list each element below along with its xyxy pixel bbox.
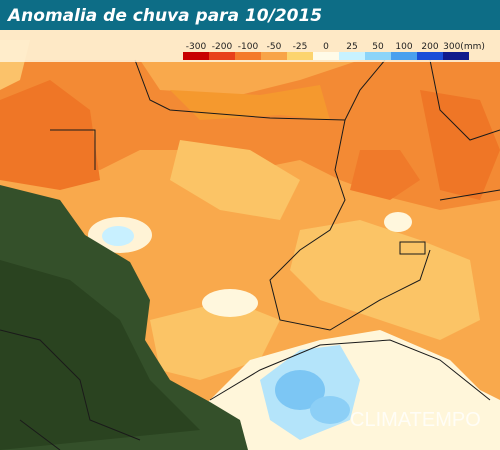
legend-label: 0	[323, 42, 329, 52]
legend-swatch	[417, 52, 443, 60]
legend: -300 -200 -100 -50 -25 0 25 50 100 200 300(mm)	[183, 42, 485, 60]
legend-swatch	[235, 52, 261, 60]
legend-label: 25	[346, 42, 357, 52]
legend-swatch	[365, 52, 391, 60]
state-border	[209, 339, 491, 401]
legend-label: 50	[372, 42, 384, 52]
anomaly-region	[102, 226, 134, 246]
legend-label: -100	[238, 42, 259, 52]
anomaly-region	[290, 220, 480, 340]
district-border	[399, 241, 426, 255]
legend-swatch	[183, 52, 209, 60]
legend-swatch	[443, 52, 469, 60]
legend-label: -50	[267, 42, 282, 52]
legend-swatch	[209, 52, 235, 60]
legend-swatch	[339, 52, 365, 60]
legend-label: -25	[293, 42, 308, 52]
legend-swatch	[261, 52, 287, 60]
anomaly-region	[170, 85, 330, 120]
legend-label: -200	[212, 42, 233, 52]
anomaly-region	[275, 370, 325, 410]
anomaly-region	[310, 396, 350, 424]
country-border	[0, 329, 141, 450]
legend-swatch	[313, 52, 339, 60]
title-bar	[0, 0, 500, 30]
borders	[0, 59, 500, 450]
legend-swatch	[287, 52, 313, 60]
legend-label: 200	[421, 42, 438, 52]
anomaly-region	[350, 150, 420, 200]
state-border	[429, 59, 500, 201]
watermark: CLIMATEMPO	[350, 409, 481, 431]
legend-swatch	[391, 52, 417, 60]
anomaly-region	[170, 140, 300, 220]
legend-label: 100	[395, 42, 412, 52]
legend-label: -300	[186, 42, 207, 52]
legend-label: 300(mm)	[443, 42, 485, 52]
satellite-terrain	[0, 260, 200, 450]
anomaly-region	[384, 212, 412, 232]
title: Anomalia de chuva para 10/2015	[6, 6, 322, 26]
anomaly-region	[202, 289, 258, 317]
state-border	[50, 59, 386, 170]
state-border	[269, 119, 431, 331]
anomaly-region	[150, 300, 280, 380]
anomaly-region	[420, 90, 500, 200]
anomaly-region	[0, 80, 100, 190]
